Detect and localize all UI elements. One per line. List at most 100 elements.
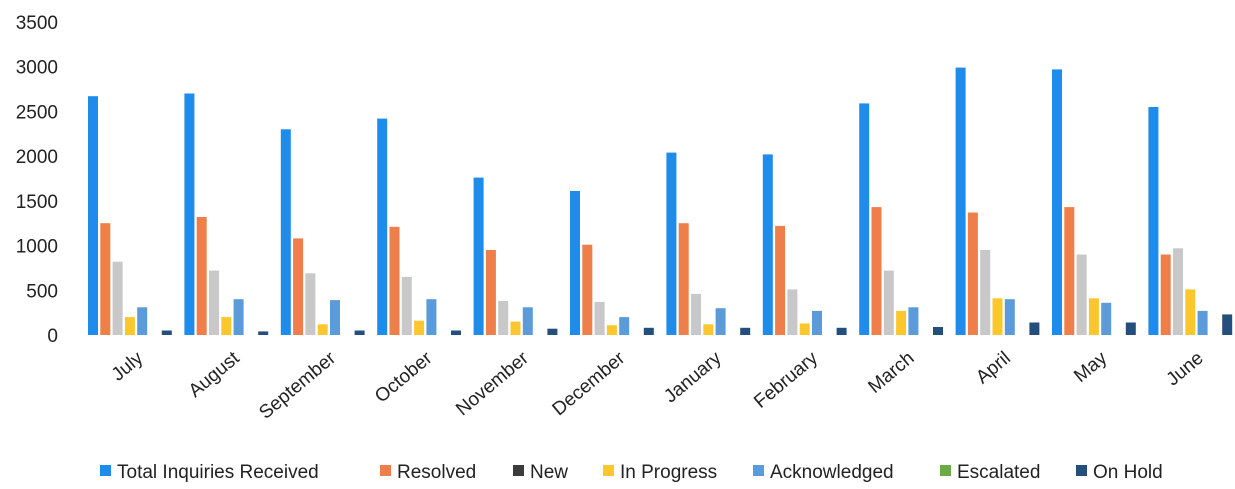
bar-new-july [112, 261, 123, 335]
bar-in-progress-june [1185, 289, 1196, 335]
legend-label: On Hold [1093, 462, 1163, 483]
bar-in-progress-january [703, 324, 714, 335]
bar-resolved-september [293, 238, 304, 335]
legend-marker [1076, 465, 1087, 476]
legend-item: In Progress [603, 462, 717, 483]
x-tick-label: November [452, 347, 533, 420]
bar-new-may [1076, 254, 1087, 335]
bar-resolved-april [967, 212, 978, 335]
bar-total-inquiries-received-september [280, 129, 291, 335]
bar-in-progress-august [221, 317, 232, 335]
bar-acknowledged-may [1101, 302, 1112, 335]
bar-acknowledged-june [1197, 310, 1208, 335]
y-tick-label: 3500 [16, 13, 58, 34]
bar-on-hold-june [1222, 314, 1233, 335]
bar-resolved-october [389, 226, 400, 335]
x-tick-label: March [864, 348, 918, 398]
y-tick-label: 3000 [16, 58, 58, 79]
bar-on-hold-december [643, 327, 654, 335]
bar-on-hold-april [1029, 322, 1040, 335]
bar-on-hold-november [547, 328, 558, 335]
bar-new-august [209, 270, 219, 335]
bar-acknowledged-november [522, 307, 533, 335]
x-tick-label: June [1163, 348, 1208, 391]
bar-acknowledged-january [715, 308, 726, 335]
y-tick-label: 2000 [16, 147, 58, 168]
bar-new-march [883, 270, 894, 335]
x-tick-label: February [750, 347, 822, 412]
bar-acknowledged-july [137, 307, 148, 335]
bar-total-inquiries-received-june [1148, 107, 1159, 335]
bar-on-hold-august [258, 331, 269, 335]
x-tick-label: January [660, 347, 726, 407]
bar-in-progress-september [317, 324, 328, 335]
legend-label: In Progress [620, 462, 717, 483]
legend-item: New [513, 462, 568, 483]
bar-acknowledged-april [1004, 299, 1015, 335]
bar-total-inquiries-received-november [473, 177, 484, 335]
x-tick-label: August [185, 347, 244, 402]
bar-acknowledged-february [812, 310, 822, 335]
bar-resolved-june [1160, 254, 1171, 335]
bar-acknowledged-march [908, 307, 919, 335]
bar-in-progress-march [896, 310, 907, 335]
legend-label: Escalated [957, 462, 1040, 483]
x-tick-label: May [1070, 347, 1111, 386]
bar-total-inquiries-received-october [377, 118, 388, 335]
y-tick-label: 1500 [16, 192, 58, 213]
bar-new-april [980, 250, 991, 335]
bar-resolved-november [485, 250, 496, 335]
legend-label: Resolved [397, 462, 476, 483]
bar-total-inquiries-received-march [859, 103, 870, 336]
bar-in-progress-april [992, 298, 1003, 335]
bar-new-september [305, 273, 316, 335]
bar-on-hold-january [740, 327, 751, 335]
bar-total-inquiries-received-december [570, 191, 580, 335]
bar-new-december [594, 301, 605, 335]
x-tick-label: September [255, 347, 340, 423]
y-tick-label: 1000 [16, 237, 58, 258]
bar-on-hold-september [354, 330, 365, 335]
bar-new-february [787, 289, 798, 335]
bar-acknowledged-september [330, 300, 340, 335]
x-tick-label: December [549, 347, 630, 420]
bar-in-progress-november [510, 321, 521, 335]
bar-total-inquiries-received-february [762, 154, 773, 335]
bar-total-inquiries-received-january [666, 152, 677, 335]
bar-total-inquiries-received-july [88, 96, 98, 335]
bar-in-progress-december [606, 325, 617, 335]
y-tick-label: 0 [47, 326, 58, 347]
bar-resolved-may [1064, 207, 1075, 335]
bar-on-hold-march [933, 327, 943, 335]
x-tick-label: April [972, 348, 1015, 389]
bar-resolved-july [100, 223, 111, 335]
bar-resolved-december [582, 244, 593, 335]
legend-label: Acknowledged [770, 462, 894, 483]
legend-item: Escalated [940, 462, 1040, 483]
legend-marker [513, 465, 524, 476]
legend-marker [380, 465, 391, 476]
bar-new-november [498, 301, 509, 335]
bar-on-hold-february [836, 327, 847, 335]
bar-in-progress-may [1088, 298, 1099, 335]
y-tick-label: 2500 [16, 102, 58, 123]
bar-total-inquiries-received-august [184, 93, 195, 335]
legend-marker [603, 465, 614, 476]
bar-new-january [691, 293, 701, 335]
bar-in-progress-february [799, 323, 810, 335]
bar-acknowledged-august [233, 299, 244, 335]
legend-label: Total Inquiries Received [117, 462, 319, 483]
bar-resolved-january [678, 223, 689, 335]
bar-on-hold-october [451, 330, 461, 335]
legend-item: On Hold [1076, 462, 1163, 483]
bar-in-progress-july [124, 317, 135, 335]
y-tick-label: 500 [26, 281, 58, 302]
bar-acknowledged-october [426, 299, 437, 335]
bar-total-inquiries-received-may [1052, 69, 1062, 336]
bar-on-hold-may [1125, 322, 1136, 335]
bar-total-inquiries-received-april [955, 67, 966, 335]
legend-item: Total Inquiries Received [100, 462, 319, 483]
legend-marker [940, 465, 951, 476]
